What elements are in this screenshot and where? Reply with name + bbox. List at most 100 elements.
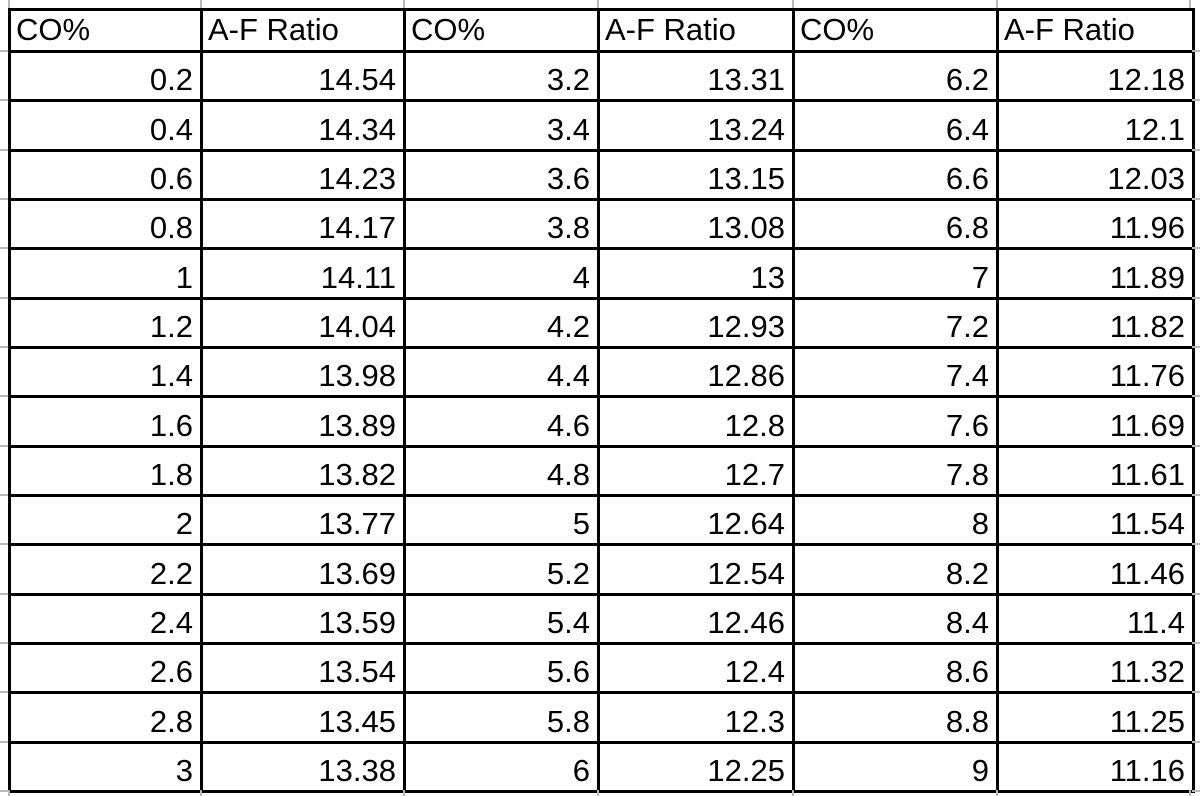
gridline-stub	[0, 247, 8, 249]
table-cell: 1.8	[8, 444, 203, 497]
table-cell: 2.8	[8, 691, 203, 744]
table-row: 0.2 14.54 3.2 13.31 6.2 12.18	[8, 49, 1195, 103]
table-cell: 0.6	[8, 148, 203, 201]
gridline-stub	[0, 593, 8, 595]
table-body: 0.2 14.54 3.2 13.31 6.2 12.18 0.4 14.34 3.4 13.24…	[8, 49, 1195, 793]
table-cell: 5.4	[403, 592, 600, 645]
table-row: 1 14.11 4 13 7 11.89	[8, 247, 1195, 300]
gridline-stub	[1192, 50, 1200, 52]
gridline-stub	[8, 0, 10, 8]
gridline-stub	[0, 198, 8, 200]
gridline-stub	[1192, 543, 1200, 545]
table-cell: 14.11	[200, 247, 406, 300]
table-cell: 6	[403, 740, 600, 793]
table-cell: 12.64	[597, 493, 795, 547]
gridline-stub	[792, 0, 794, 8]
table-cell: 11.89	[996, 247, 1195, 300]
gridline-stub	[200, 0, 202, 8]
table-cell: 11.54	[996, 493, 1195, 547]
gridline-stub	[1192, 593, 1200, 595]
table-cell: 12.46	[597, 592, 795, 645]
table-cell: 13.98	[200, 345, 406, 399]
gridline-stub	[1192, 445, 1200, 447]
table-cell: 11.61	[996, 444, 1195, 497]
gridline-stub	[403, 790, 405, 796]
table-cell: 2	[8, 493, 203, 547]
table-cell: 12.25	[597, 740, 795, 793]
table-cell: 8.2	[792, 543, 999, 596]
gridline-stub	[1192, 346, 1200, 348]
table-cell: 2.4	[8, 592, 203, 645]
table-row: 2.2 13.69 5.2 12.54 8.2 11.46	[8, 543, 1195, 596]
gridline-stub	[0, 691, 8, 693]
table-cell: 13.08	[597, 197, 795, 251]
table-row: 0.4 14.34 3.4 13.24 6.4 12.1	[8, 99, 1195, 152]
table-cell: 3.8	[403, 197, 600, 251]
table-row: 1.2 14.04 4.2 12.93 7.2 11.82	[8, 296, 1195, 349]
column-header: CO%	[403, 8, 600, 53]
table-cell: 2.6	[8, 641, 203, 695]
table-row: 2 13.77 5 12.64 8 11.54	[8, 493, 1195, 547]
gridline-stub	[1192, 741, 1200, 743]
table-cell: 12.18	[996, 49, 1195, 103]
table-cell: 7.8	[792, 444, 999, 497]
table-cell: 14.17	[200, 197, 406, 251]
gridline-stub	[1192, 790, 1200, 792]
table-cell: 1.6	[8, 395, 203, 448]
gridline-stub	[1192, 99, 1200, 101]
table-cell: 13.15	[597, 148, 795, 201]
table-cell: 14.54	[200, 49, 406, 103]
co-af-ratio-table: CO% A-F Ratio CO% A-F Ratio CO% A-F Ratio 0.2…	[8, 8, 1195, 793]
table-cell: 13.24	[597, 99, 795, 152]
table-cell: 11.46	[996, 543, 1195, 596]
table-cell: 6.8	[792, 197, 999, 251]
table-cell: 6.4	[792, 99, 999, 152]
table-row: 2.4 13.59 5.4 12.46 8.4 11.4	[8, 592, 1195, 645]
table-cell: 1.2	[8, 296, 203, 349]
column-header: CO%	[8, 8, 203, 53]
table-cell: 8.6	[792, 641, 999, 695]
table-cell: 12.4	[597, 641, 795, 695]
table-cell: 4	[403, 247, 600, 300]
table-cell: 13.89	[200, 395, 406, 448]
gridline-stub	[792, 790, 794, 796]
table-cell: 14.04	[200, 296, 406, 349]
table-cell: 12.1	[996, 99, 1195, 152]
table-cell: 7.2	[792, 296, 999, 349]
table-cell: 5	[403, 493, 600, 547]
gridline-stub	[200, 790, 202, 796]
gridline-stub	[0, 149, 8, 151]
gridline-stub	[1192, 642, 1200, 644]
table-cell: 3.4	[403, 99, 600, 152]
table-cell: 1.4	[8, 345, 203, 399]
table-cell: 2.2	[8, 543, 203, 596]
gridline-stub	[8, 790, 10, 796]
table-cell: 4.4	[403, 345, 600, 399]
table-row: 2.8 13.45 5.8 12.3 8.8 11.25	[8, 691, 1195, 744]
table-cell: 13	[597, 247, 795, 300]
header-row: CO% A-F Ratio CO% A-F Ratio CO% A-F Ratio	[8, 8, 1195, 53]
table-cell: 12.7	[597, 444, 795, 497]
gridline-stub	[0, 297, 8, 299]
gridline-stub	[1192, 691, 1200, 693]
gridline-stub	[1192, 247, 1200, 249]
table-cell: 5.8	[403, 691, 600, 744]
table-cell: 11.82	[996, 296, 1195, 349]
gridline-stub	[1192, 149, 1200, 151]
table-cell: 7	[792, 247, 999, 300]
table-cell: 6.2	[792, 49, 999, 103]
table-cell: 7.6	[792, 395, 999, 448]
table-cell: 4.2	[403, 296, 600, 349]
table-cell: 0.2	[8, 49, 203, 103]
gridline-stub	[0, 543, 8, 545]
table-cell: 11.25	[996, 691, 1195, 744]
table-cell: 5.2	[403, 543, 600, 596]
table-cell: 12.54	[597, 543, 795, 596]
table-row: 1.6 13.89 4.6 12.8 7.6 11.69	[8, 395, 1195, 448]
table-cell: 4.8	[403, 444, 600, 497]
table-cell: 8.8	[792, 691, 999, 744]
gridline-stub	[1189, 790, 1191, 796]
gridline-stub	[1192, 198, 1200, 200]
table-cell: 13.77	[200, 493, 406, 547]
table-cell: 12.3	[597, 691, 795, 744]
